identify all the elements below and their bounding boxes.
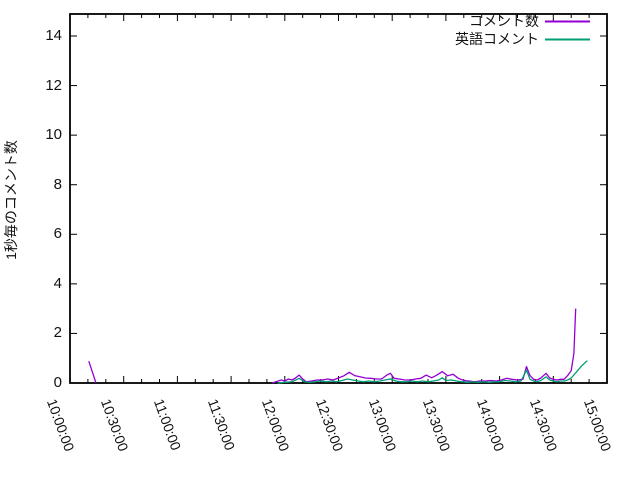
plot-border xyxy=(69,13,608,384)
y-tick-label: 8 xyxy=(53,175,62,193)
y-tick-label: 2 xyxy=(53,324,62,342)
y-axis-title: 1秒毎のコメント数 xyxy=(3,140,19,260)
y-tick-label: 10 xyxy=(45,126,62,144)
y-tick-label: 0 xyxy=(53,374,62,391)
y-tick-label: 12 xyxy=(45,76,62,94)
legend-label-english-comments: 英語コメント xyxy=(455,31,539,47)
y-tick-label: 14 xyxy=(45,27,62,44)
legend-label-comments: コメント数 xyxy=(469,13,539,29)
series-line-0 xyxy=(88,360,97,384)
series-line-1 xyxy=(277,360,588,384)
y-tick-label: 6 xyxy=(53,225,62,243)
y-tick-label: 4 xyxy=(53,274,62,292)
series-line-0 xyxy=(272,308,577,384)
